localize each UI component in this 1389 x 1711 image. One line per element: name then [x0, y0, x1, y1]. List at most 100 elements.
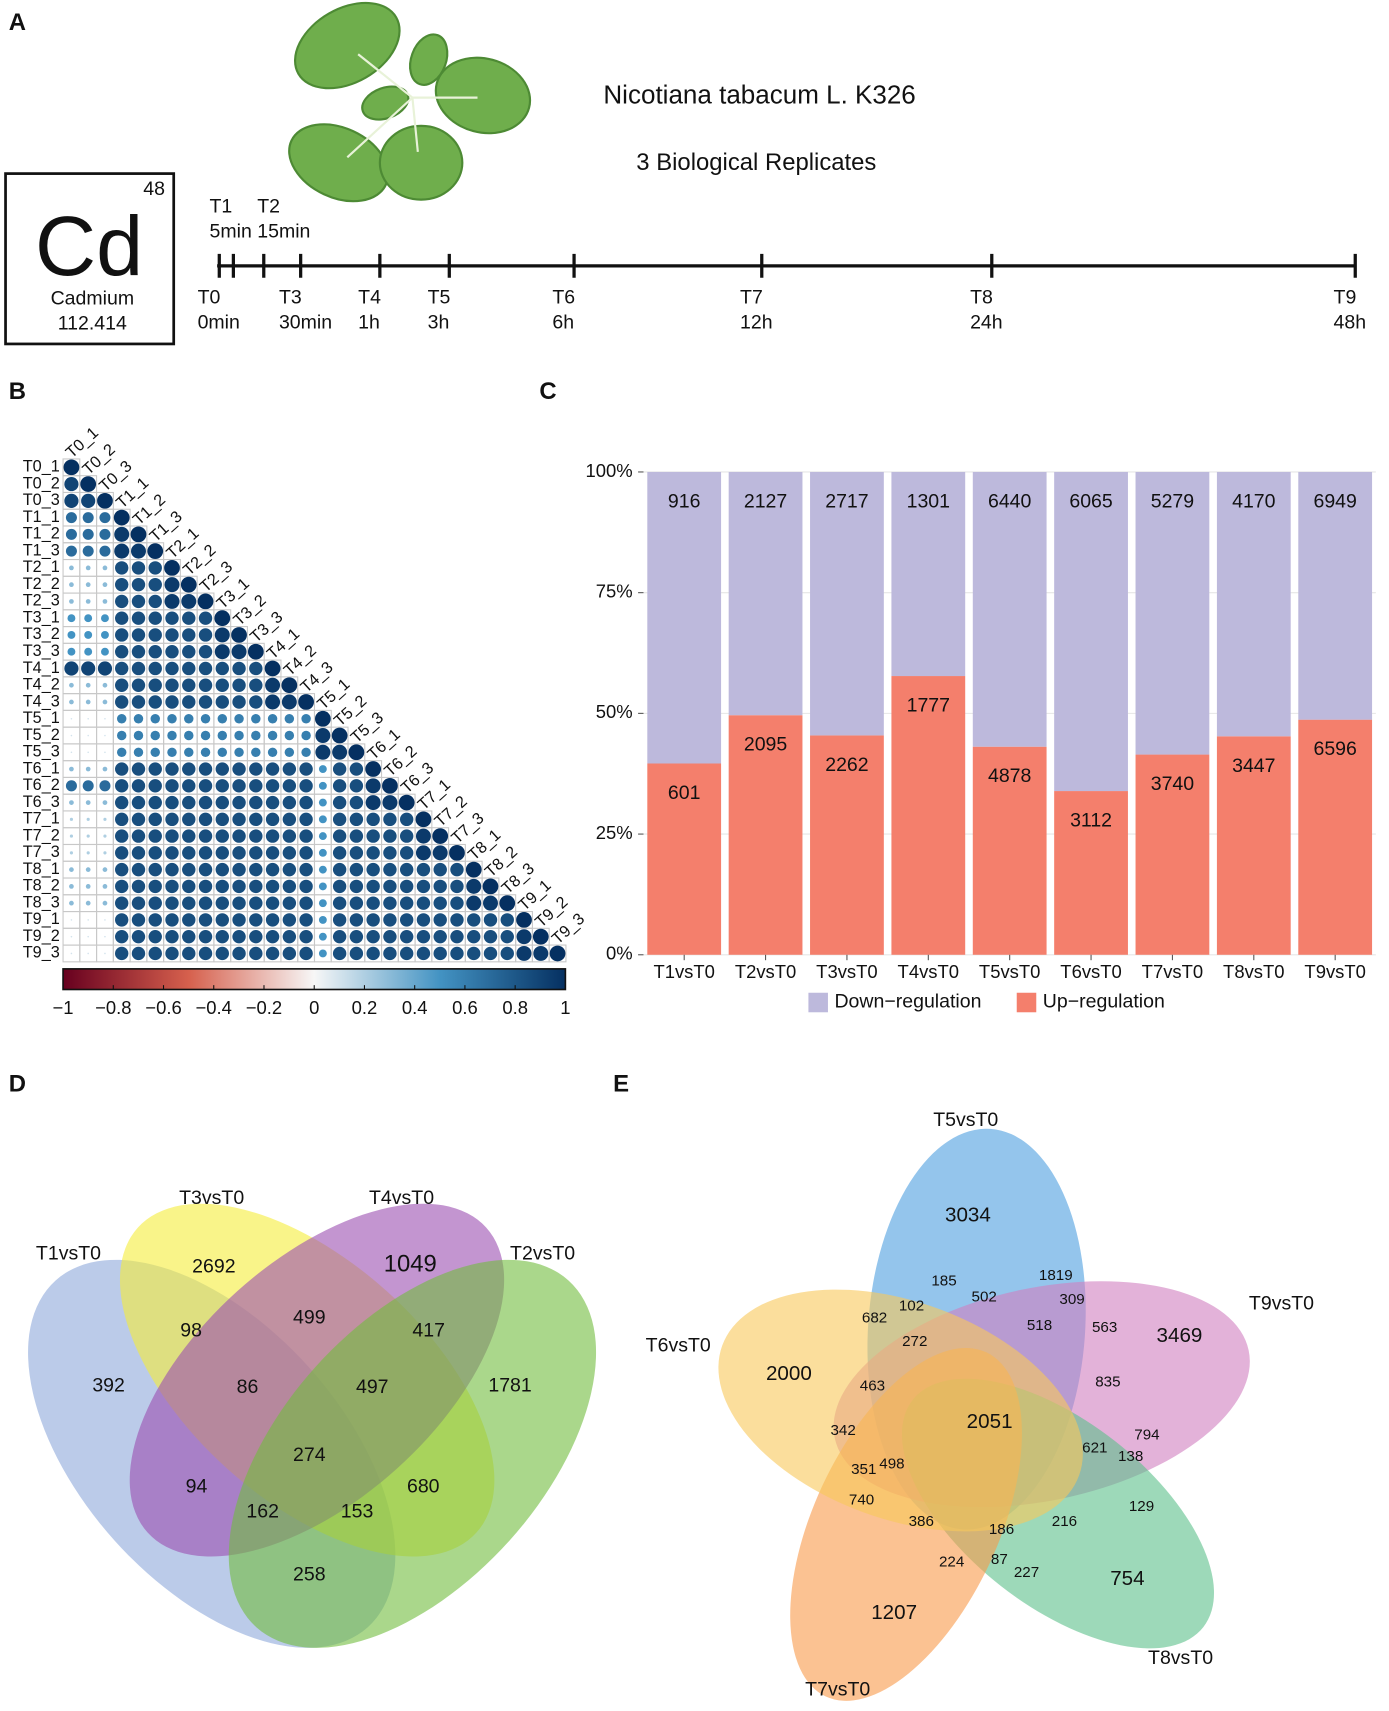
region-count: 351: [851, 1461, 876, 1478]
correlation-dot: [249, 896, 263, 910]
correlation-dot: [131, 779, 146, 793]
correlation-dot: [232, 795, 246, 810]
time-label: 48h: [1334, 311, 1367, 333]
correlation-dot: [433, 913, 447, 927]
row-label: T1_3: [23, 541, 60, 559]
correlation-dot: [215, 913, 229, 927]
correlation-dot: [148, 678, 162, 692]
row-label: T1_2: [23, 525, 60, 543]
correlation-dot: [301, 714, 311, 724]
correlation-dot: [148, 779, 162, 793]
correlation-dot: [115, 896, 129, 910]
correlation-dot: [234, 714, 244, 724]
venn-set: [718, 1289, 1083, 1532]
correlation-dot: [433, 862, 447, 877]
correlation-dot: [69, 867, 74, 872]
bar-segment: [1298, 719, 1373, 955]
correlation-dot: [99, 545, 111, 557]
region-count: 386: [909, 1513, 934, 1530]
value-label: 3740: [1151, 773, 1195, 795]
correlation-dot: [184, 747, 194, 758]
timepoint-label: T6: [552, 287, 575, 309]
region-count: 1819: [1039, 1267, 1073, 1284]
correlation-dot: [115, 846, 129, 860]
correlation-dot: [249, 695, 263, 709]
correlation-dot: [198, 678, 213, 692]
correlation-dot: [433, 879, 447, 894]
colorbar-label: 0.4: [402, 997, 428, 1018]
correlation-dot: [299, 795, 313, 810]
correlation-dot: [70, 935, 73, 938]
colorbar-label: −0.4: [196, 997, 232, 1018]
correlation-dot: [104, 952, 106, 955]
bar-segment: [810, 735, 884, 955]
correlation-dot: [65, 528, 77, 540]
correlation-dot: [69, 817, 74, 821]
correlation-dot: [130, 543, 146, 559]
correlation-dot: [467, 913, 481, 927]
correlation-dot: [232, 846, 246, 860]
correlation-dot: [349, 812, 364, 827]
correlation-dot: [383, 862, 397, 877]
correlation-dot: [67, 647, 76, 656]
bar-segment: [647, 471, 722, 764]
correlation-dot: [315, 728, 331, 744]
correlation-dot: [265, 762, 280, 776]
correlation-dot: [232, 829, 246, 843]
correlation-dot: [251, 747, 261, 758]
correlation-dot: [198, 812, 213, 827]
panel-label: E: [613, 1070, 629, 1097]
region-count: 3469: [1157, 1324, 1203, 1347]
x-tick-label: T7vsT0: [1142, 961, 1203, 982]
correlation-dot: [150, 747, 160, 758]
row-label: T5_2: [23, 726, 60, 744]
correlation-dot: [318, 899, 327, 908]
correlation-dot: [332, 795, 347, 810]
correlation-dot: [318, 915, 327, 924]
row-label: T7_2: [23, 826, 60, 844]
correlation-dot: [265, 913, 280, 927]
correlation-dot: [165, 661, 179, 676]
correlation-dot: [148, 896, 162, 910]
colorbar-label: 0.8: [502, 997, 528, 1018]
correlation-dot: [215, 896, 229, 910]
correlation-dot: [182, 929, 196, 944]
correlation-dot: [198, 661, 213, 676]
x-tick-label: T9vsT0: [1304, 961, 1365, 982]
correlation-dot: [249, 661, 263, 676]
value-label: 2127: [744, 490, 787, 512]
correlation-dot: [466, 895, 482, 911]
bar-segment: [972, 471, 1047, 747]
correlation-dot: [450, 879, 464, 894]
panel-label: A: [9, 9, 26, 36]
correlation-dot: [318, 781, 327, 790]
correlation-dot: [87, 952, 89, 955]
correlation-dot: [234, 730, 244, 741]
row-label: T6_3: [23, 793, 60, 811]
row-label: T5_3: [23, 743, 60, 761]
correlation-dot: [116, 730, 127, 741]
correlation-dot: [182, 812, 196, 827]
correlation-dot: [150, 714, 160, 724]
correlation-dot: [70, 734, 73, 737]
correlation-dot: [251, 714, 261, 724]
set-label: T2vsT0: [510, 1242, 575, 1264]
correlation-dot: [281, 694, 297, 710]
venn-set: [228, 1259, 597, 1648]
row-label: T0_3: [23, 491, 60, 509]
correlation-dot: [349, 862, 364, 877]
correlation-dot: [214, 627, 230, 643]
panel-label: B: [9, 378, 26, 405]
correlation-dot: [382, 777, 398, 794]
correlation-dot: [349, 879, 364, 894]
correlation-dot: [215, 946, 229, 961]
region-count: 186: [989, 1521, 1014, 1538]
correlation-dot: [67, 614, 76, 623]
correlation-dot: [148, 661, 162, 676]
panel-label: C: [539, 378, 556, 405]
correlation-dot: [131, 913, 146, 927]
value-label: 601: [668, 782, 701, 804]
correlation-dot: [215, 879, 229, 894]
bar-segment: [972, 746, 1047, 955]
region-count: 682: [862, 1309, 887, 1326]
